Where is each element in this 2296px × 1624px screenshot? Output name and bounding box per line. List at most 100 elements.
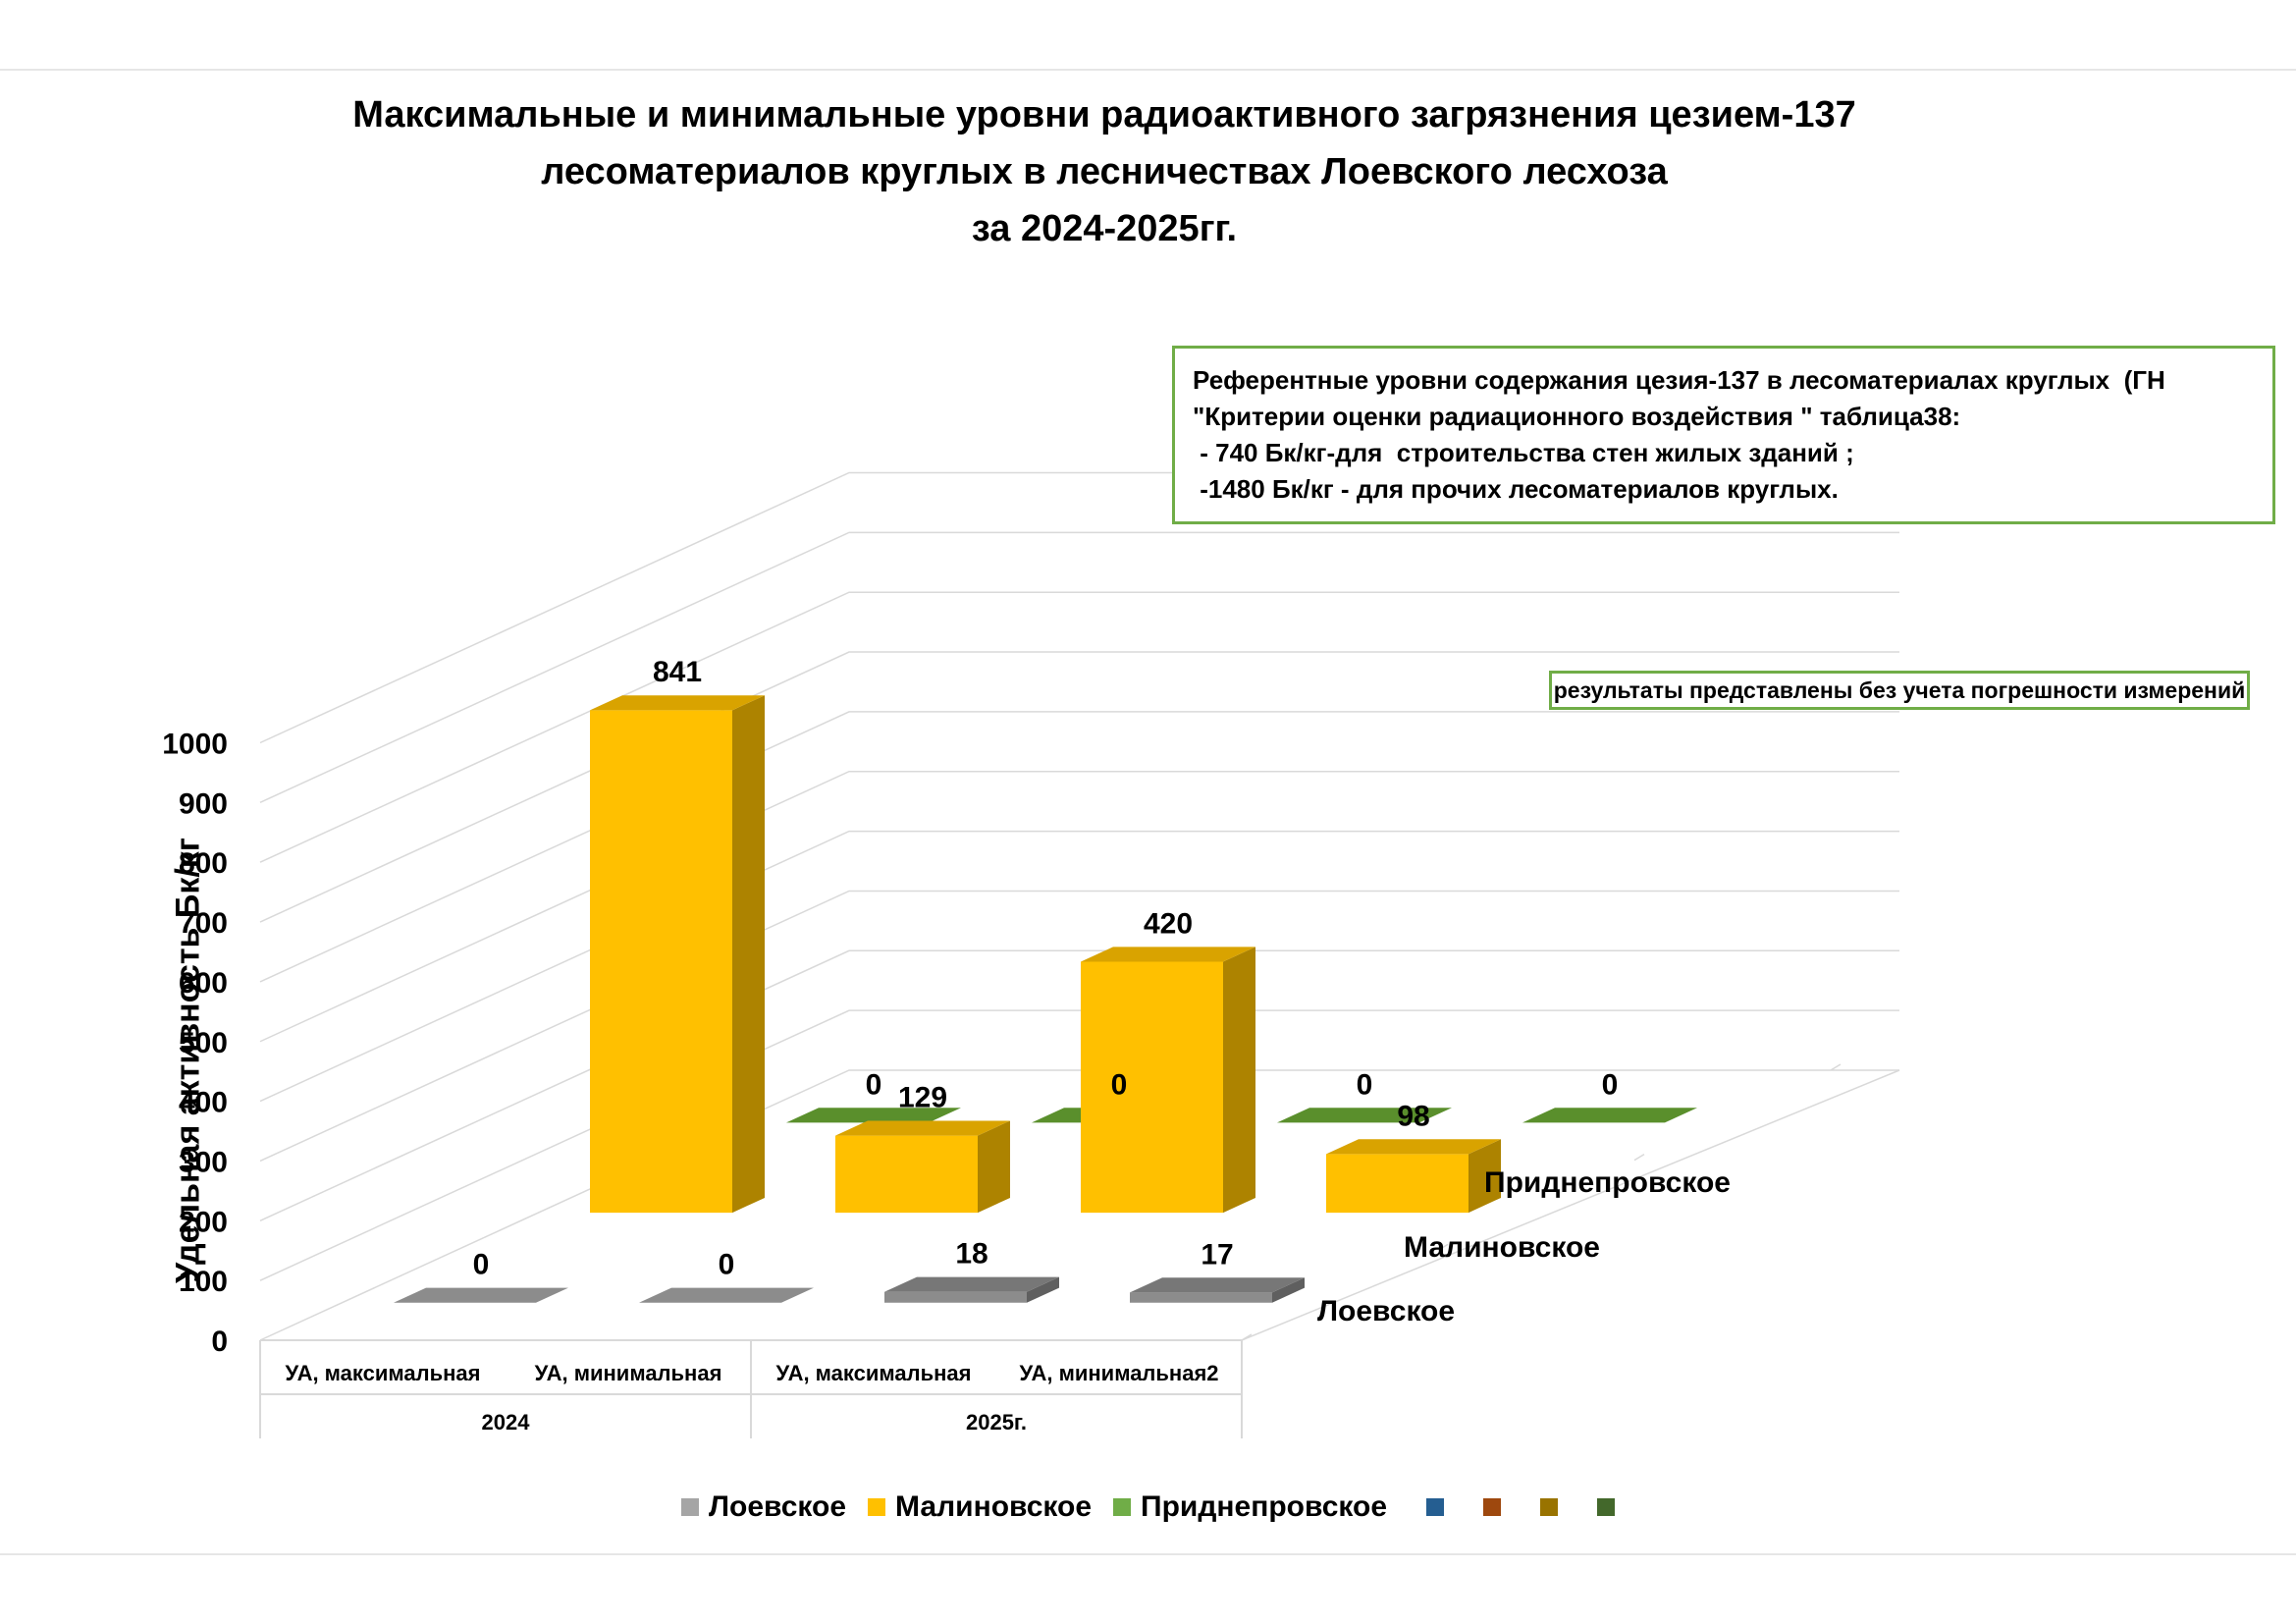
bar-Малиновское-3: [1326, 1139, 1501, 1214]
legend-item: [1426, 1498, 1445, 1516]
floor-depth-tick-1: [1437, 1243, 1449, 1251]
chart-title: Максимальные и минимальные уровни радиоа…: [147, 86, 2061, 257]
chart-legend: Лоевское Малиновское Приднепровское: [0, 1490, 2296, 1524]
chart-title-line-2: лесоматериалов круглых в лесничествах Ло…: [541, 151, 1668, 192]
gridlines: [259, 471, 1900, 1341]
data-label: 0: [473, 1249, 490, 1281]
bar-side: [1272, 1277, 1305, 1303]
legend-label: Малиновское: [895, 1490, 1093, 1523]
bar-top: [884, 1276, 1059, 1292]
legend-swatch: [1113, 1498, 1132, 1516]
y-tick-label: 500: [179, 1027, 228, 1059]
bar-front: [1081, 961, 1223, 1214]
bar-flat: [639, 1287, 814, 1303]
legend-swatch: [680, 1498, 699, 1516]
gridline-3: [259, 890, 1899, 1163]
legend-label: Приднепровское: [1141, 1490, 1388, 1523]
y-tick-label: 800: [179, 847, 228, 880]
bar-side: [1027, 1276, 1059, 1303]
floor-right-edge: [1241, 1069, 1900, 1341]
legend-item: Лоевское: [680, 1490, 847, 1524]
depth-axis-label: Лоевское: [1317, 1295, 1455, 1327]
bar-flat: [394, 1287, 568, 1303]
note-line-3: - 740 Бк/кг-для строительства стен жилых…: [1193, 438, 1854, 467]
data-label: 0: [1111, 1068, 1128, 1101]
bar-flat: [1522, 1108, 1697, 1123]
y-axis-title: Удельная активность Бк/кг: [169, 838, 207, 1283]
depth-axis-label: Приднепровское: [1484, 1166, 1731, 1199]
data-label: 420: [1144, 907, 1193, 940]
axes: [259, 1339, 1243, 1438]
reference-levels-note: Референтные уровни содержания цезия-137 …: [1172, 346, 2275, 524]
top-divider: [0, 69, 2296, 71]
gridline-6: [259, 711, 1899, 983]
bar-side: [1223, 947, 1255, 1214]
legend-label: Лоевское: [708, 1490, 847, 1523]
bar-top: [1326, 1139, 1501, 1155]
bar-front: [884, 1291, 1027, 1303]
legend-item: [1483, 1498, 1502, 1516]
y-tick-label: 300: [179, 1146, 228, 1178]
bar-front: [590, 710, 732, 1214]
gridline-9: [259, 531, 1899, 804]
bars: [394, 695, 1697, 1303]
bar-Лоевское-3: [1130, 1277, 1305, 1303]
y-tick-label: 100: [179, 1266, 228, 1298]
bar-side: [732, 695, 765, 1214]
bar-front: [1130, 1292, 1272, 1303]
data-label: 0: [1602, 1068, 1619, 1101]
y-tick-label: 200: [179, 1206, 228, 1238]
x-category-label: УА, минимальная2: [1019, 1361, 1218, 1385]
data-label: 0: [1357, 1068, 1373, 1101]
bar-front: [835, 1135, 978, 1214]
bottom-divider: [0, 1553, 2296, 1555]
legend-item: Малиновское: [868, 1490, 1092, 1524]
note-line-4: -1480 Бк/кг - для прочих лесоматериалов …: [1193, 474, 1839, 504]
y-tick-label: 1000: [162, 729, 228, 761]
data-label: 129: [898, 1081, 947, 1113]
bar-Малиновское-2: [1081, 947, 1255, 1214]
bar-Приднепровское-2: [1277, 1108, 1452, 1123]
x-category-label: УА, максимальная: [286, 1361, 481, 1385]
bar-Лоевское-1: [639, 1287, 814, 1303]
gridline-5: [259, 771, 1899, 1043]
bar-Приднепровское-0: [786, 1108, 961, 1123]
gridline-0: [259, 1069, 1899, 1341]
x-category-label: УА, минимальная: [535, 1361, 722, 1385]
depth-axis-label: Малиновское: [1404, 1231, 1600, 1264]
gridline-2: [259, 949, 1899, 1221]
bar-top: [590, 695, 765, 711]
note-line-1: Референтные уровни содержания цезия-137 …: [1193, 365, 2165, 395]
chart-title-line-3: за 2024-2025гг.: [971, 208, 1238, 249]
y-tick-label: 900: [179, 787, 228, 820]
data-label: 98: [1397, 1100, 1429, 1132]
legend-swatch: [1597, 1498, 1616, 1516]
legend-swatch: [1483, 1498, 1502, 1516]
measurement-error-note: результаты представлены без учета погреш…: [1549, 671, 2250, 710]
legend-item: Приднепровское: [1113, 1490, 1387, 1524]
bar-side: [1468, 1139, 1501, 1214]
bar-flat: [786, 1108, 961, 1123]
data-label: 17: [1201, 1238, 1233, 1271]
legend-item: [1540, 1498, 1559, 1516]
bar-front: [1326, 1154, 1468, 1214]
y-tick-label: 600: [179, 967, 228, 1000]
data-label: 841: [653, 656, 702, 688]
x-group-label: 2025г.: [966, 1410, 1027, 1435]
data-label: 0: [719, 1249, 735, 1281]
chart-title-line-1: Максимальные и минимальные уровни радиоа…: [352, 94, 1856, 135]
bar-top: [835, 1120, 1010, 1136]
gridline-8: [259, 591, 1899, 863]
legend-item: [1597, 1498, 1616, 1516]
floor-depth-tick-3: [1830, 1063, 1842, 1071]
y-tick-label: 0: [211, 1326, 228, 1358]
bar-Малиновское-0: [590, 695, 765, 1214]
bar-Лоевское-2: [884, 1276, 1059, 1303]
x-group-label: 2024: [482, 1410, 531, 1435]
gridline-4: [259, 830, 1899, 1103]
gridline-1: [259, 1009, 1899, 1281]
bar-top: [1130, 1277, 1305, 1293]
data-label: 0: [866, 1068, 882, 1101]
y-tick-label: 400: [179, 1087, 228, 1119]
